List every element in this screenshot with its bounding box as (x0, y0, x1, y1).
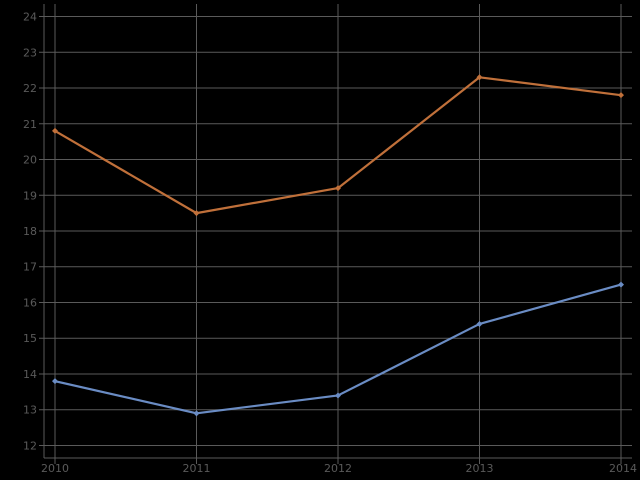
series-1-point (52, 127, 58, 134)
y-tick-label: 14 (23, 368, 37, 381)
y-tick-label: 21 (23, 118, 37, 131)
y-tick-label: 15 (23, 332, 37, 345)
y-tick-label: 19 (23, 189, 37, 202)
series-1-point (335, 185, 341, 192)
x-tick-label: 2010 (41, 462, 69, 475)
y-tick-label: 17 (23, 261, 37, 274)
series-2-point (52, 378, 58, 385)
y-tick-label: 23 (23, 46, 37, 59)
y-tick-label: 16 (23, 296, 37, 309)
y-tick-label: 18 (23, 225, 37, 238)
x-tick-labels: 2010 2011 2012 2013 2014 (41, 462, 637, 475)
axes (43, 4, 632, 459)
x-tick-label: 2012 (324, 462, 352, 475)
series-2-point (193, 410, 200, 417)
series-2-point (476, 320, 483, 327)
x-tick-label: 2014 (609, 462, 637, 475)
series-1-point (618, 92, 624, 99)
y-tick-label: 22 (23, 82, 37, 95)
y-tick-label: 20 (23, 154, 37, 167)
x-tick-label: 2013 (466, 462, 494, 475)
series-1-point (476, 74, 483, 81)
y-tick-labels: 12 13 14 15 16 17 18 19 20 21 22 23 24 (23, 11, 37, 453)
series-1-point (193, 210, 200, 217)
grid-lines (39, 4, 632, 464)
y-tick-label: 12 (23, 439, 37, 452)
series-2-point (335, 392, 341, 399)
data-series (52, 74, 624, 417)
y-tick-label: 24 (23, 11, 37, 24)
y-tick-label: 13 (23, 404, 37, 417)
series-2-point (618, 281, 624, 288)
x-tick-label: 2011 (183, 462, 211, 475)
